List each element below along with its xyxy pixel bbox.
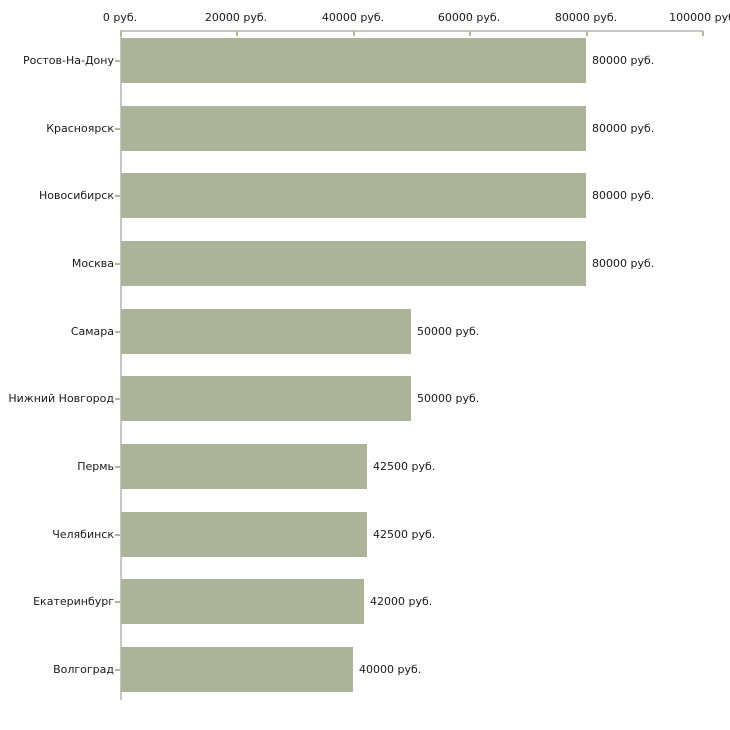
x-axis-tick-label: 60000 руб.	[437, 11, 501, 24]
x-axis-tick-label: 80000 руб.	[554, 11, 618, 24]
value-label: 50000 руб.	[417, 325, 480, 338]
category-label: Екатеринбург	[33, 595, 114, 608]
y-axis-line	[120, 30, 122, 700]
x-axis-line	[120, 30, 703, 32]
bar	[121, 579, 364, 624]
category-label: Новосибирск	[38, 189, 114, 202]
value-label: 50000 руб.	[417, 392, 480, 405]
value-label: 42000 руб.	[370, 595, 433, 608]
y-axis-tick	[115, 601, 120, 603]
x-axis-tick-label: 100000 руб	[669, 11, 730, 24]
bar	[121, 376, 411, 421]
value-label: 40000 руб.	[359, 663, 422, 676]
x-axis-tick	[586, 31, 588, 36]
bar	[121, 106, 586, 151]
value-label: 80000 руб.	[592, 189, 655, 202]
x-axis-tick	[120, 31, 122, 36]
category-label: Волгоград	[53, 663, 114, 676]
y-axis-tick	[115, 669, 120, 671]
y-axis-tick	[115, 534, 120, 536]
bar	[121, 512, 367, 557]
category-label: Пермь	[77, 460, 114, 473]
bar	[121, 444, 367, 489]
y-axis-tick	[115, 60, 120, 62]
x-axis-tick	[469, 31, 471, 36]
x-axis-tick	[236, 31, 238, 36]
y-axis-tick	[115, 398, 120, 400]
bar	[121, 38, 586, 83]
y-axis-tick	[115, 128, 120, 130]
category-label: Нижний Новгород	[8, 392, 114, 405]
value-label: 80000 руб.	[592, 257, 655, 270]
bar	[121, 241, 586, 286]
value-label: 80000 руб.	[592, 122, 655, 135]
category-label: Самара	[70, 325, 114, 338]
category-label: Ростов-На-Дону	[22, 54, 114, 67]
x-axis-tick-label: 20000 руб.	[204, 11, 268, 24]
x-axis-tick-label: 0 руб.	[102, 11, 138, 24]
y-axis-tick	[115, 195, 120, 197]
category-label: Москва	[71, 257, 114, 270]
y-axis-tick	[115, 331, 120, 333]
value-label: 80000 руб.	[592, 54, 655, 67]
bar	[121, 647, 353, 692]
category-label: Челябинск	[52, 528, 114, 541]
bar	[121, 309, 411, 354]
y-axis-tick	[115, 466, 120, 468]
x-axis-tick-label: 40000 руб.	[321, 11, 385, 24]
x-axis-tick	[353, 31, 355, 36]
y-axis-tick	[115, 263, 120, 265]
bar	[121, 173, 586, 218]
x-axis-tick	[702, 31, 704, 36]
category-label: Красноярск	[46, 122, 114, 135]
value-label: 42500 руб.	[373, 528, 436, 541]
value-label: 42500 руб.	[373, 460, 436, 473]
